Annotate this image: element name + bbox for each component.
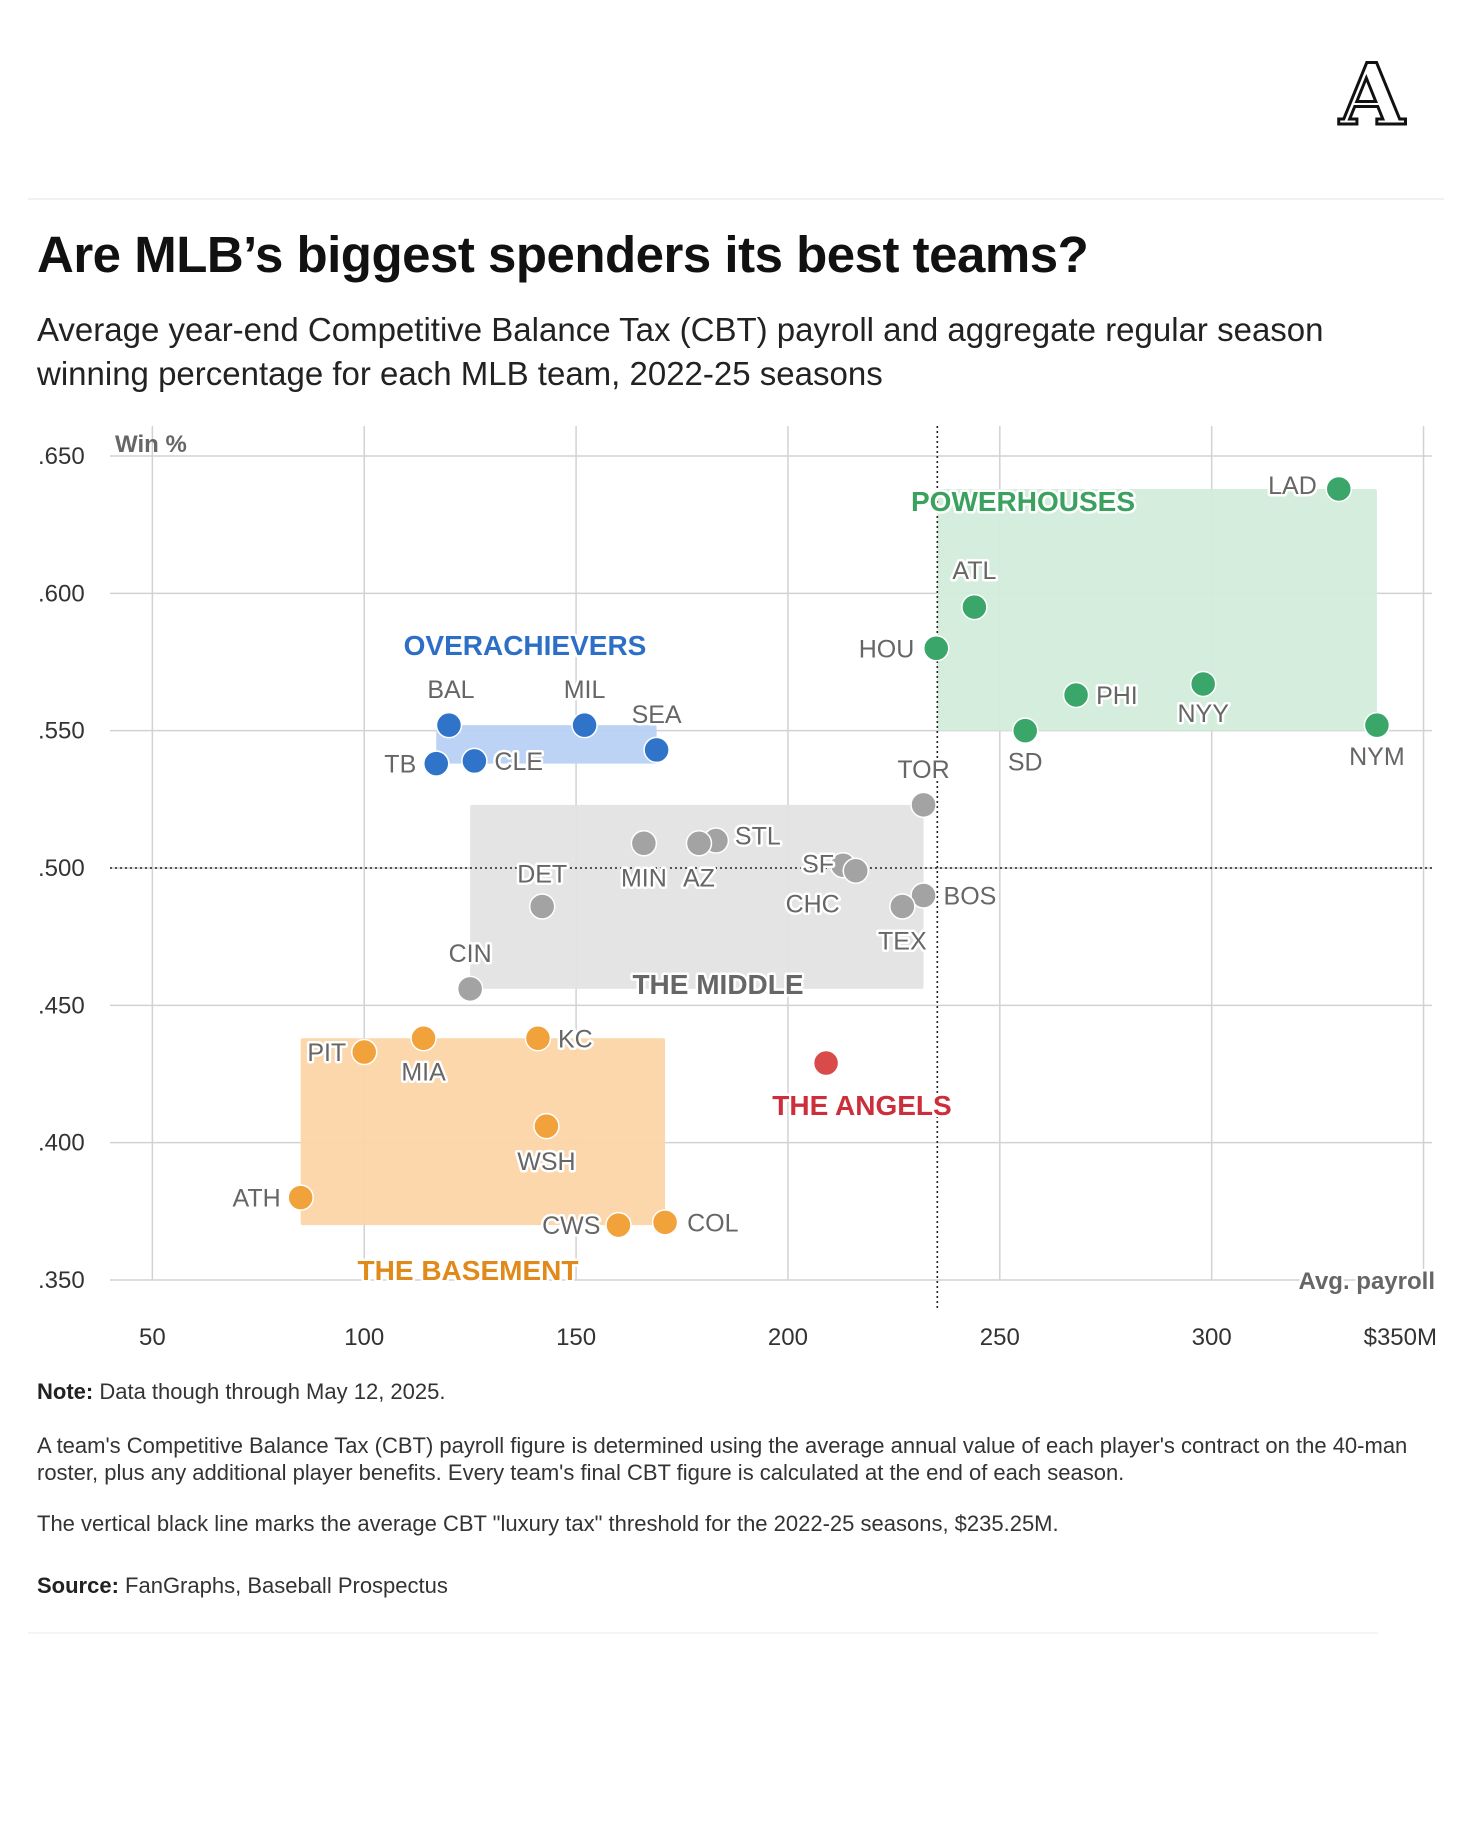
team-label-wsh: WSH <box>517 1148 575 1176</box>
team-label-mia: MIA <box>401 1058 446 1086</box>
point-det <box>528 893 556 920</box>
threshold-note: The vertical black line marks the averag… <box>37 1511 1059 1536</box>
point-tor <box>910 791 937 819</box>
point-chc <box>842 857 869 884</box>
team-label-nyy: NYY <box>1177 700 1229 728</box>
team-label-pit: PIT <box>307 1039 346 1067</box>
top-divider <box>28 198 1444 200</box>
team-label-atl: ATL <box>952 557 996 585</box>
note-label: Note: <box>37 1379 94 1404</box>
team-label-col: COL <box>687 1209 739 1237</box>
data-note: Note: Data though through May 12, 2025. <box>37 1378 1417 1405</box>
y-tick-label: .650 <box>38 443 85 470</box>
point-wsh <box>533 1112 560 1140</box>
team-label-sf: SF <box>802 850 834 878</box>
group-label-middle: THE MIDDLE <box>632 969 803 1000</box>
team-label-az: AZ <box>683 864 715 892</box>
y-tick-label: .450 <box>38 992 85 1019</box>
point-nym <box>1363 711 1391 739</box>
source-text: FanGraphs, Baseball Prospectus <box>118 1573 448 1598</box>
point-cin <box>456 975 484 1003</box>
region-overachievers <box>436 725 657 764</box>
team-label-tb: TB <box>384 751 416 779</box>
group-label-basement: THE BASEMENT <box>358 1255 579 1286</box>
team-label-cws: CWS <box>542 1212 600 1240</box>
group-label-powerhouses: POWERHOUSES <box>911 486 1135 517</box>
team-label-bos: BOS <box>944 882 997 910</box>
x-tick-label: 100 <box>344 1324 384 1351</box>
point-phi <box>1062 681 1090 709</box>
cbt-explanation: A team's Competitive Balance Tax (CBT) p… <box>37 1433 1408 1485</box>
point-az <box>685 830 713 857</box>
point-cle <box>461 747 488 775</box>
publisher-logo: A <box>1334 44 1410 146</box>
x-axis-title: Avg. payroll <box>1299 1268 1435 1295</box>
point-lad <box>1325 475 1353 503</box>
chart-title: Are MLB’s biggest spenders its best team… <box>37 226 1089 283</box>
note-text: Data though through May 12, 2025. <box>93 1379 446 1404</box>
point-cws <box>605 1211 632 1239</box>
team-label-cle: CLE <box>494 748 543 776</box>
y-tick-label: .500 <box>38 855 85 882</box>
y-tick-label: .550 <box>38 718 85 745</box>
point-sd <box>1011 717 1039 744</box>
region-middle <box>470 804 924 989</box>
region-powerhouses <box>937 488 1377 731</box>
point-min <box>630 830 658 857</box>
x-tick-label: 250 <box>980 1324 1020 1351</box>
point-mil <box>571 711 598 739</box>
chart-subtitle: Average year-end Competitive Balance Tax… <box>37 311 1324 392</box>
x-tick-label: 150 <box>556 1324 596 1351</box>
team-label-phi: PHI <box>1096 682 1138 710</box>
team-label-nym: NYM <box>1349 743 1405 771</box>
point-mia <box>410 1025 437 1052</box>
x-tick-label: 50 <box>139 1324 166 1351</box>
team-label-det: DET <box>517 860 567 888</box>
point-nyy <box>1189 670 1217 698</box>
team-label-ath: ATH <box>233 1185 281 1213</box>
region-basement <box>300 1038 666 1226</box>
team-label-kc: KC <box>558 1025 593 1053</box>
point-pit <box>350 1038 378 1066</box>
team-label-lad: LAD <box>1268 472 1317 500</box>
point-sea <box>643 736 670 764</box>
point-hou <box>923 635 950 662</box>
logo-letter: A <box>1338 52 1406 136</box>
team-label-tex: TEX <box>878 927 927 955</box>
group-label-overachievers: OVERACHIEVERS <box>404 630 647 661</box>
team-label-hou: HOU <box>859 635 915 663</box>
bottom-divider <box>28 1632 1378 1634</box>
x-tick-label: 200 <box>768 1324 808 1351</box>
team-label-mil: MIL <box>564 676 606 704</box>
team-label-cin: CIN <box>449 940 492 968</box>
point-ath <box>287 1184 314 1211</box>
x-tick-label: $350M <box>1364 1324 1437 1351</box>
point-laa <box>812 1049 840 1077</box>
source-note: Source: FanGraphs, Baseball Prospectus <box>37 1572 1417 1599</box>
x-tick-label: 300 <box>1192 1324 1232 1351</box>
team-label-chc: CHC <box>786 891 840 919</box>
team-label-stl: STL <box>735 823 781 851</box>
point-col <box>651 1209 679 1236</box>
team-label-tor: TOR <box>897 756 949 784</box>
point-atl <box>961 593 988 621</box>
point-kc <box>524 1025 552 1052</box>
source-label: Source: <box>37 1573 119 1598</box>
point-tb <box>423 750 450 777</box>
team-label-sea: SEA <box>632 701 682 729</box>
point-bal <box>435 711 463 739</box>
point-tex <box>889 893 916 920</box>
team-label-bal: BAL <box>427 676 474 704</box>
group-label-angels: THE ANGELS <box>772 1090 951 1121</box>
team-label-min: MIN <box>621 864 667 892</box>
y-tick-label: .350 <box>38 1267 85 1294</box>
y-tick-label: .600 <box>38 580 85 607</box>
y-tick-label: .400 <box>38 1130 85 1157</box>
y-axis-title: Win % <box>115 431 187 458</box>
team-label-sd: SD <box>1008 749 1043 777</box>
point-bos <box>910 882 937 909</box>
